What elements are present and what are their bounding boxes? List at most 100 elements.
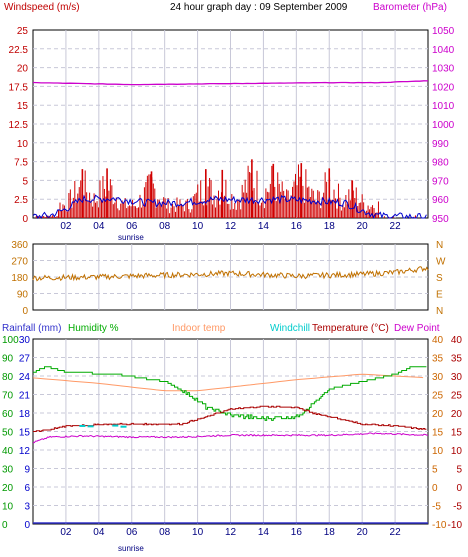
temp-x-tick: 02 <box>60 527 72 538</box>
temp-y-tick: 0 <box>432 483 438 494</box>
barometer-y-tick: 950 <box>432 214 449 225</box>
barometer-y-tick: 1040 <box>432 45 455 56</box>
barometer-y-tick: 1030 <box>432 64 455 75</box>
direction-y-tick: 270 <box>11 257 28 268</box>
temp-x-tick: 12 <box>225 527 237 538</box>
temp-x-tick: 04 <box>93 527 105 538</box>
wind-average-line <box>32 194 427 220</box>
temp-y-tick: 5 <box>432 465 438 476</box>
wind-y-tick: 0 <box>22 214 28 225</box>
wind-x-tick: 06 <box>126 221 138 232</box>
temp-right-y-tick: 15 <box>451 428 463 439</box>
wind-x-tick: 12 <box>225 221 237 232</box>
barometer-y-tick: 1050 <box>432 26 455 37</box>
temp-x-tick: 10 <box>192 527 204 538</box>
compass-tick: S <box>436 273 443 284</box>
wind-panel: 25 22.5 20 17.5 15 12.5 10 7.5 5 2.5 0 1050 1040 1030… <box>9 26 455 232</box>
wind-y-tick: 12.5 <box>9 120 29 131</box>
humidity-y-tick: 40 <box>2 446 14 457</box>
temp-x-tick: 14 <box>258 527 270 538</box>
temp-x-tick: 18 <box>324 527 336 538</box>
temp-right-y-tick: 40 <box>451 335 463 346</box>
temp-right-y-tick: 35 <box>451 354 463 365</box>
rain-y-tick: 21 <box>19 391 31 402</box>
temp-x-tick: 22 <box>390 527 402 538</box>
temp-y-tick: -5 <box>432 502 441 513</box>
legend-dewpoint: Dew Point <box>394 323 440 334</box>
wind-y-tick: 10 <box>17 139 29 150</box>
rain-y-tick: 27 <box>19 354 31 365</box>
temperature-line <box>33 405 427 432</box>
barometer-y-tick: 1010 <box>432 101 455 112</box>
temp-x-tick: 20 <box>357 527 369 538</box>
humidity-y-tick: 90 <box>2 354 14 365</box>
graph-title: 24 hour graph day : 09 September 2009 <box>170 2 348 13</box>
temp-x-tick: 16 <box>291 527 303 538</box>
temp-y-tick: 30 <box>432 372 444 383</box>
temp-y-tick: 35 <box>432 354 444 365</box>
wind-y-tick: 17.5 <box>9 82 29 93</box>
compass-tick: W <box>436 257 446 268</box>
barometer-y-tick: 960 <box>432 195 449 206</box>
humidity-y-tick: 60 <box>2 409 14 420</box>
temp-right-y-tick: -5 <box>453 502 462 513</box>
humidity-line <box>33 366 427 421</box>
wind-y-tick: 5 <box>22 176 28 187</box>
humidity-y-tick: 30 <box>2 465 14 476</box>
direction-y-tick: 360 <box>11 240 28 251</box>
compass-tick: N <box>436 240 443 251</box>
legend-rainfall: Rainfall (mm) <box>2 323 61 334</box>
barometer-y-tick: 990 <box>432 139 449 150</box>
indoor-temp-line <box>32 373 424 392</box>
wind-x-tick: 16 <box>291 221 303 232</box>
sunrise-label-top: sunrise <box>118 233 144 242</box>
humidity-y-tick: 70 <box>2 391 14 402</box>
temp-right-y-tick: 10 <box>451 446 463 457</box>
barometer-label: Barometer (hPa) <box>373 2 447 13</box>
barometer-y-tick: 1020 <box>432 82 455 93</box>
direction-y-tick: 0 <box>22 306 28 317</box>
barometer-y-tick: 1000 <box>432 120 455 131</box>
wind-x-tick: 22 <box>390 221 402 232</box>
humidity-y-tick: 100 <box>2 335 19 346</box>
temp-right-y-tick: 30 <box>451 372 463 383</box>
dewpoint-line <box>33 432 428 444</box>
temp-right-y-tick: 25 <box>451 391 463 402</box>
legend-temperature: Temperature (°C) <box>312 323 389 334</box>
wind-y-tick: 15 <box>17 101 29 112</box>
legend-windchill: Windchill <box>270 323 310 334</box>
wind-x-tick: 10 <box>192 221 204 232</box>
wind-y-tick: 22.5 <box>9 45 29 56</box>
legend-indoor: Indoor temp <box>172 323 226 334</box>
humidity-y-tick: 10 <box>2 502 14 513</box>
temp-x-tick: 08 <box>159 527 171 538</box>
wind-x-tick: 08 <box>159 221 171 232</box>
legend-humidity: Humidity % <box>68 323 119 334</box>
barometer-y-tick: 970 <box>432 176 449 187</box>
wind-y-tick: 7.5 <box>14 158 28 169</box>
humidity-y-tick: 0 <box>2 520 8 531</box>
direction-y-tick: 180 <box>11 273 28 284</box>
temp-y-tick: -10 <box>432 520 447 531</box>
temperature-panel: 1009080706050403020100302724211815129630… <box>2 335 462 538</box>
rain-y-tick: 30 <box>19 335 31 346</box>
windspeed-label: Windspeed (m/s) <box>4 2 80 13</box>
temp-y-tick: 10 <box>432 446 444 457</box>
wind-y-tick: 20 <box>17 64 29 75</box>
rain-y-tick: 12 <box>19 446 31 457</box>
temp-right-y-tick: 20 <box>451 409 463 420</box>
rain-y-tick: 18 <box>19 409 31 420</box>
rain-y-tick: 24 <box>19 372 31 383</box>
rain-y-tick: 15 <box>19 428 31 439</box>
humidity-y-tick: 20 <box>2 483 14 494</box>
humidity-y-tick: 50 <box>2 428 14 439</box>
rain-y-tick: 3 <box>24 502 30 513</box>
compass-tick: E <box>436 290 443 301</box>
direction-y-tick: 90 <box>17 290 29 301</box>
temp-y-tick: 40 <box>432 335 444 346</box>
temp-y-tick: 20 <box>432 409 444 420</box>
sunrise-label-bottom: sunrise <box>118 544 144 553</box>
wind-y-tick: 2.5 <box>14 195 28 206</box>
